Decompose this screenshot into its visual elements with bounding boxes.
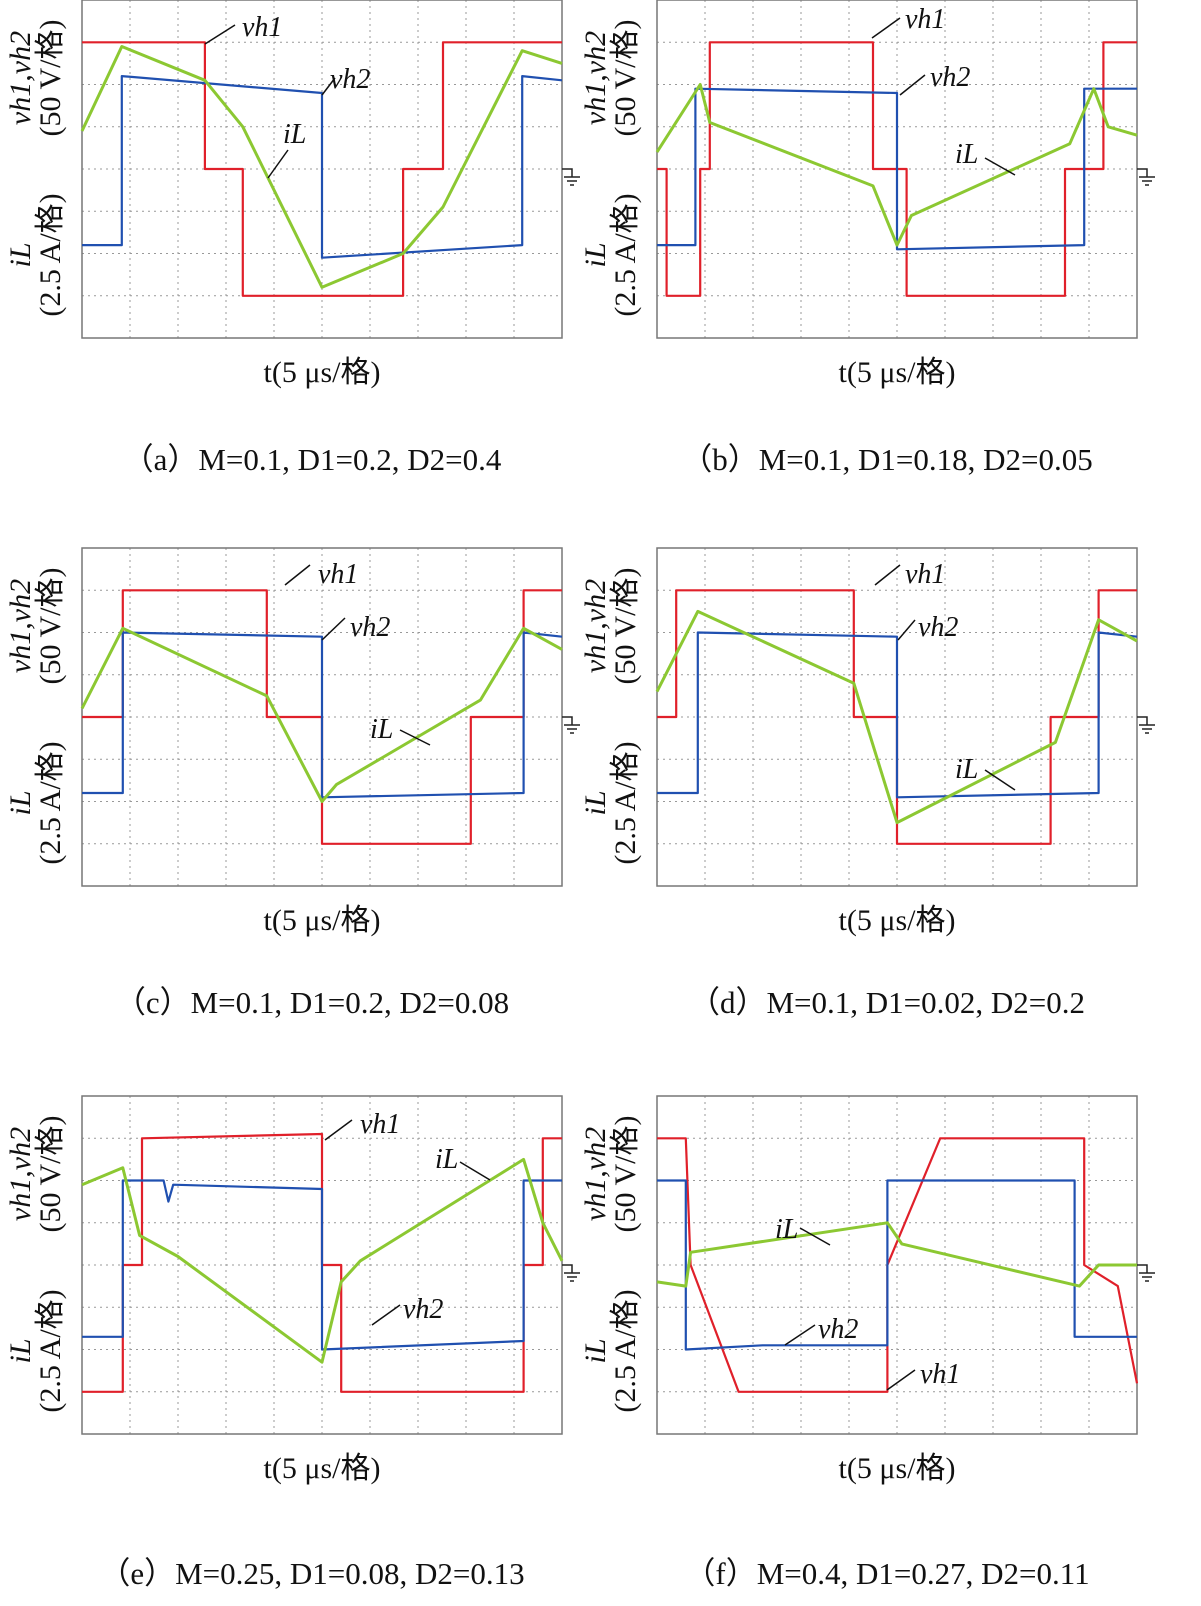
panel: vh1,vh2(50 V/格)iL(2.5 A/格)t(5 μs/格)（f）M=… (579, 1095, 1155, 1591)
leader-line (886, 1369, 916, 1391)
series-label: vh2 (350, 612, 390, 643)
panel: vh1,vh2(50 V/格)iL(2.5 A/格)t(5 μs/格)（b）M=… (579, 0, 1155, 477)
leader-line (284, 564, 311, 586)
trace (82, 1132, 562, 1393)
caption: （d）M=0.1, D1=0.02, D2=0.2 (689, 985, 1085, 1020)
caption: （e）M=0.25, D1=0.08, D2=0.13 (99, 1556, 524, 1591)
trace (656, 1221, 1137, 1288)
y-label-bottom: iL (579, 242, 612, 267)
panel: vh1,vh2(50 V/格)iL(2.5 A/格)t(5 μs/格)（d）M=… (579, 547, 1155, 1020)
series-label: iL (283, 119, 306, 150)
leader-line (899, 74, 926, 96)
y-label-bottom-unit: (2.5 A/格) (609, 741, 642, 864)
x-label: t(5 μs/格) (264, 1452, 381, 1485)
x-label: t(5 μs/格) (264, 904, 381, 937)
y-label-bottom: iL (4, 242, 37, 267)
x-label: t(5 μs/格) (264, 356, 381, 389)
y-label-top-unit: (50 V/格) (609, 568, 642, 685)
trace (82, 75, 563, 259)
y-label-bottom-unit: (2.5 A/格) (609, 1289, 642, 1412)
series-label: vh1 (360, 1109, 400, 1140)
y-label-bottom-unit: (2.5 A/格) (34, 193, 67, 316)
trace (655, 83, 1138, 247)
series-label: iL (775, 1214, 798, 1245)
caption: （c）M=0.1, D1=0.2, D2=0.08 (115, 985, 509, 1020)
series-label: vh2 (918, 612, 958, 643)
x-label: t(5 μs/格) (839, 904, 956, 937)
y-label-top-unit: (50 V/格) (609, 1116, 642, 1233)
panel: vh1,vh2(50 V/格)iL(2.5 A/格)t(5 μs/格)（c）M=… (4, 547, 580, 1020)
y-label-top: vh1,vh2 (579, 31, 612, 125)
trace (82, 631, 563, 799)
y-label-top-unit: (50 V/格) (609, 20, 642, 137)
series-label: iL (435, 1144, 458, 1175)
y-label-top: vh1,vh2 (4, 1127, 37, 1221)
series-label: vh1 (920, 1359, 960, 1390)
leader-line (324, 1119, 353, 1141)
ground-symbol (562, 1264, 580, 1282)
y-label-bottom-unit: (2.5 A/格) (34, 741, 67, 864)
series-label: vh2 (930, 62, 970, 93)
ground-symbol (562, 716, 580, 734)
series-label: iL (955, 139, 978, 170)
y-label-bottom: iL (4, 790, 37, 815)
ground-symbol (1137, 168, 1155, 186)
y-label-bottom-unit: (2.5 A/格) (609, 193, 642, 316)
leader-line (399, 729, 431, 746)
y-label-bottom: iL (4, 1338, 37, 1363)
leader-line (321, 617, 346, 641)
trace (655, 609, 1138, 825)
series-label: vh1 (318, 559, 358, 590)
leader-line (371, 1304, 401, 1326)
leader-line (984, 769, 1016, 791)
series-label: vh1 (905, 4, 945, 35)
trace (82, 1179, 562, 1351)
leader-line (874, 564, 901, 586)
ground-symbol (562, 168, 580, 186)
y-label-top-unit: (50 V/格) (34, 1116, 67, 1233)
series-label: vh2 (330, 64, 370, 95)
y-label-top: vh1,vh2 (4, 579, 37, 673)
trace (82, 41, 562, 297)
series-label: vh1 (905, 559, 945, 590)
ground-symbol (1137, 1264, 1155, 1282)
y-label-top: vh1,vh2 (4, 31, 37, 125)
leader-line (321, 77, 336, 96)
leader-line (459, 1161, 491, 1181)
panel: vh1,vh2(50 V/格)iL(2.5 A/格)t(5 μs/格)（a）M=… (4, 0, 580, 477)
series-label: iL (955, 754, 978, 785)
trace (657, 87, 1137, 251)
trace (80, 45, 563, 289)
leader-line (267, 149, 289, 179)
leader-line (897, 619, 916, 641)
ground-symbol (1137, 716, 1155, 734)
series-label: vh2 (403, 1294, 443, 1325)
leader-line (984, 157, 1016, 176)
y-label-bottom: iL (579, 790, 612, 815)
caption: （b）M=0.1, D1=0.18, D2=0.05 (681, 442, 1093, 477)
trace (80, 626, 563, 803)
series-label: vh1 (242, 12, 282, 43)
y-label-bottom: iL (579, 1338, 612, 1363)
leader-line (784, 1324, 816, 1346)
series-label: iL (370, 714, 393, 745)
x-label: t(5 μs/格) (839, 1452, 956, 1485)
trace (81, 1157, 564, 1364)
leader-line (871, 17, 901, 39)
trace (657, 631, 1138, 799)
caption: （f）M=0.4, D1=0.27, D2=0.11 (684, 1556, 1089, 1591)
y-label-top-unit: (50 V/格) (34, 568, 67, 685)
leader-line (204, 24, 236, 45)
y-label-bottom-unit: (2.5 A/格) (34, 1289, 67, 1412)
y-label-top: vh1,vh2 (579, 579, 612, 673)
leader-line (799, 1227, 831, 1246)
y-label-top-unit: (50 V/格) (34, 20, 67, 137)
caption: （a）M=0.1, D1=0.2, D2=0.4 (123, 442, 502, 477)
panel: vh1,vh2(50 V/格)iL(2.5 A/格)t(5 μs/格)（e）M=… (4, 1095, 580, 1591)
y-label-top: vh1,vh2 (579, 1127, 612, 1221)
x-label: t(5 μs/格) (839, 356, 956, 389)
series-label: vh2 (818, 1314, 858, 1345)
